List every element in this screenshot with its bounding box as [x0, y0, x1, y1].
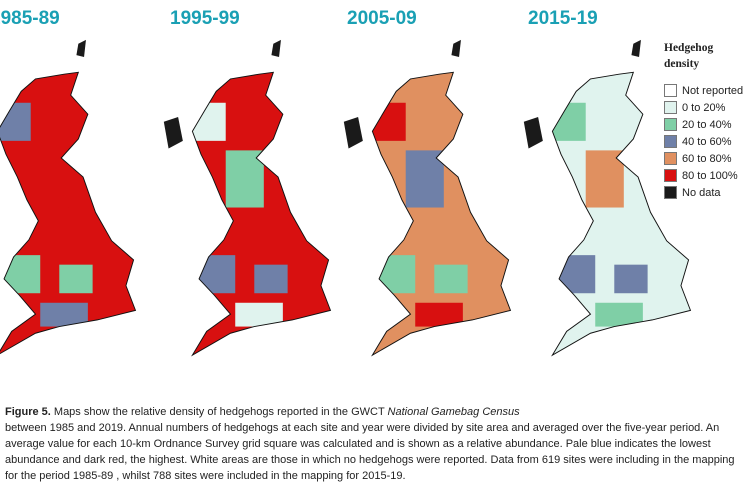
- caption-italic: National Gamebag Census: [387, 406, 520, 418]
- map-region: [225, 150, 264, 208]
- map-title-2: 1995-99: [170, 8, 240, 29]
- legend-swatch: [664, 135, 677, 148]
- northern-ireland-no-data: [523, 117, 543, 149]
- map-region: [235, 302, 283, 327]
- map-region: [197, 255, 236, 294]
- caption-text: Maps show the relative density of hedgeh…: [50, 406, 388, 418]
- map-region: [254, 264, 288, 294]
- legend-swatch: [664, 84, 677, 97]
- shetland-no-data: [76, 39, 86, 58]
- caption-first-line: Figure 5. Maps show the relative density…: [5, 404, 750, 420]
- map-title-3: 2005-09: [347, 8, 417, 29]
- map-region: [434, 264, 468, 294]
- legend-item: 20 to 40%: [664, 116, 752, 133]
- hedgehog-density-map-1995-99: [140, 28, 340, 368]
- northern-ireland-no-data: [343, 117, 363, 149]
- map-title-4: 2015-19: [528, 8, 598, 29]
- legend-label: 20 to 40%: [682, 118, 732, 131]
- map-title-1: 1985-89: [0, 8, 60, 29]
- legend: Hedgehog density Not reported 0 to 20% 20 …: [664, 40, 752, 201]
- map-region: [40, 302, 88, 327]
- legend-item: 40 to 60%: [664, 133, 752, 150]
- hedgehog-density-map-2015-19: [500, 28, 700, 368]
- legend-item: 0 to 20%: [664, 99, 752, 116]
- map-region: [377, 255, 416, 294]
- shetland-no-data: [271, 39, 281, 58]
- map-region: [372, 102, 406, 141]
- legend-swatch: [664, 118, 677, 131]
- map-region: [557, 255, 596, 294]
- map-region: [405, 150, 444, 208]
- figure-caption: Figure 5. Maps show the relative density…: [5, 404, 750, 484]
- legend-swatch: [664, 101, 677, 114]
- legend-swatch: [664, 169, 677, 182]
- legend-label: 0 to 20%: [682, 101, 726, 114]
- legend-item: Not reported: [664, 82, 752, 99]
- map-region: [30, 150, 69, 208]
- map-region: [2, 255, 41, 294]
- legend-label: 40 to 60%: [682, 135, 732, 148]
- hedgehog-density-map-1985-89: [0, 28, 145, 368]
- legend-swatch: [664, 186, 677, 199]
- map-region: [585, 150, 624, 208]
- caption-text-body: between 1985 and 2019. Annual numbers of…: [5, 422, 735, 482]
- legend-item: No data: [664, 184, 752, 201]
- map-region: [614, 264, 648, 294]
- legend-label: Not reported: [682, 84, 744, 97]
- legend-item: 60 to 80%: [664, 150, 752, 167]
- map-region: [192, 102, 226, 141]
- legend-title: Hedgehog density: [664, 42, 714, 70]
- shetland-no-data: [451, 39, 461, 58]
- shetland-no-data: [631, 39, 641, 58]
- map-region: [595, 302, 643, 327]
- legend-label: 80 to 100%: [682, 169, 738, 182]
- hedgehog-density-map-2005-09: [320, 28, 520, 368]
- legend-label: 60 to 80%: [682, 152, 732, 165]
- legend-label: No data: [682, 186, 721, 199]
- map-region: [552, 102, 586, 141]
- caption-label: Figure 5.: [5, 406, 51, 418]
- map-region: [0, 102, 31, 141]
- northern-ireland-no-data: [163, 117, 183, 149]
- map-region: [415, 302, 463, 327]
- legend-swatch: [664, 152, 677, 165]
- map-region: [59, 264, 93, 294]
- legend-item: 80 to 100%: [664, 167, 752, 184]
